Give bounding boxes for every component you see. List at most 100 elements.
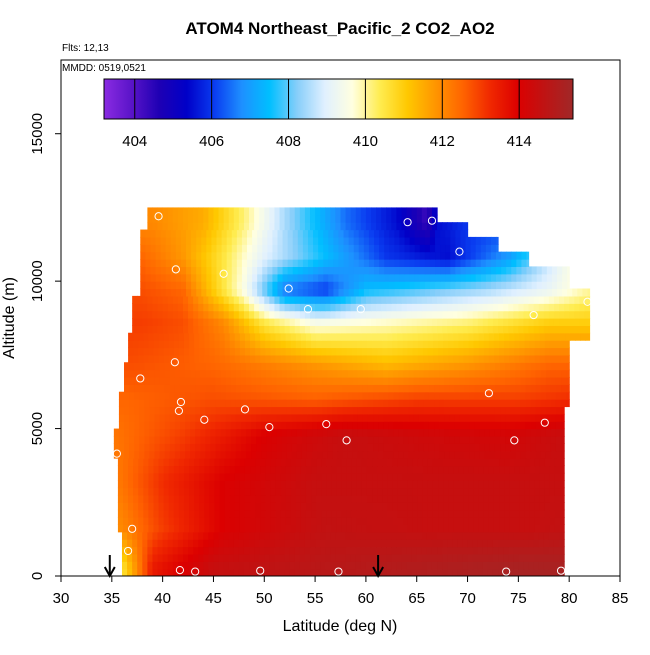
heatmap-cell: [230, 376, 237, 385]
heatmap-cell: [520, 428, 527, 437]
heatmap-cell: [269, 553, 276, 562]
heatmap-cell: [539, 524, 546, 533]
heatmap-cell: [545, 428, 552, 437]
heatmap-cell: [501, 281, 507, 290]
heatmap-cell: [306, 428, 313, 437]
heatmap-cell: [133, 494, 139, 503]
heatmap-cell: [158, 494, 165, 503]
heatmap-cell: [257, 229, 263, 238]
heatmap-cell: [228, 568, 235, 576]
heatmap-cell: [553, 539, 560, 548]
heatmap-cell: [394, 229, 401, 238]
heatmap-cell: [295, 517, 302, 525]
heatmap-cell: [540, 428, 547, 437]
heatmap-cell: [260, 472, 266, 481]
heatmap-cell: [365, 568, 372, 576]
heatmap-cell: [295, 347, 302, 356]
heatmap-cell: [504, 524, 510, 533]
heatmap-cell: [402, 494, 409, 503]
heatmap-cell: [154, 413, 161, 422]
heatmap-cell: [488, 332, 495, 341]
heatmap-cell: [228, 310, 235, 319]
heatmap-cell: [540, 450, 547, 459]
heatmap-cell: [160, 273, 167, 282]
heatmap-cell: [525, 362, 532, 371]
heatmap-cell: [362, 435, 369, 444]
heatmap-cell: [510, 435, 516, 444]
heatmap-cell: [292, 244, 299, 253]
heatmap-cell: [343, 236, 350, 245]
heatmap-cell: [129, 413, 135, 422]
heatmap-cell: [411, 531, 418, 540]
heatmap-cell: [372, 487, 378, 496]
heatmap-cell: [302, 251, 309, 260]
heatmap-cell: [396, 318, 403, 326]
heatmap-cell: [243, 214, 250, 223]
heatmap-cell: [323, 288, 329, 297]
heatmap-cell: [418, 384, 425, 393]
heatmap-cell: [561, 443, 565, 452]
heatmap-cell: [370, 303, 377, 312]
heatmap-cell: [177, 222, 184, 231]
x-tick-label: 60: [358, 590, 375, 607]
heatmap-cell: [560, 354, 566, 363]
heatmap-cell: [302, 259, 309, 267]
heatmap-cell: [484, 376, 491, 385]
heatmap-cell: [234, 509, 241, 518]
heatmap-cell: [346, 347, 353, 356]
heatmap-cell: [198, 222, 204, 231]
heatmap-cell: [259, 303, 265, 312]
heatmap-cell: [266, 391, 272, 400]
heatmap-cell: [555, 450, 562, 459]
heatmap-cell: [398, 406, 405, 415]
heatmap-cell: [341, 354, 348, 363]
heatmap-cell: [484, 369, 491, 378]
heatmap-cell: [205, 391, 211, 400]
heatmap-cell: [421, 568, 428, 576]
heatmap-cell: [330, 207, 337, 216]
heatmap-cell: [149, 391, 156, 400]
heatmap-cell: [501, 251, 507, 260]
heatmap-cell: [177, 295, 184, 304]
heatmap-cell: [353, 288, 360, 297]
heatmap-cell: [261, 435, 267, 444]
heatmap-cell: [351, 509, 358, 518]
heatmap-cell: [396, 539, 403, 548]
heatmap-cell: [148, 347, 155, 356]
heatmap-cell: [128, 509, 134, 518]
heatmap-cell: [158, 340, 165, 349]
heatmap-cell: [228, 214, 235, 223]
heatmap-cell: [163, 524, 170, 533]
heatmap-cell: [291, 421, 298, 430]
heatmap-cell: [311, 332, 317, 341]
heatmap-cell: [422, 494, 429, 503]
heatmap-cell: [356, 509, 363, 518]
heatmap-cell: [311, 472, 317, 481]
heatmap-cell: [274, 531, 281, 540]
heatmap-cell: [468, 465, 475, 474]
heatmap-cell: [310, 531, 316, 540]
heatmap-cell: [290, 472, 297, 481]
heatmap-cell: [281, 443, 288, 452]
heatmap-cell: [560, 487, 565, 496]
heatmap-cell: [455, 236, 462, 245]
heatmap-cell: [538, 561, 545, 570]
heatmap-cell: [157, 295, 164, 304]
heatmap-cell: [372, 340, 378, 349]
heatmap-cell: [365, 531, 372, 540]
heatmap-cell: [178, 524, 185, 533]
heatmap-cell: [518, 295, 525, 304]
heatmap-cell: [259, 222, 265, 231]
heatmap-cell: [524, 332, 531, 341]
heatmap-cell: [383, 443, 389, 452]
heatmap-cell: [460, 251, 467, 260]
heatmap-cell: [450, 273, 456, 282]
heatmap-cell: [468, 502, 475, 511]
heatmap-cell: [469, 443, 476, 452]
heatmap-cell: [182, 295, 189, 304]
heatmap-cell: [173, 494, 180, 503]
heatmap-cell: [145, 266, 152, 275]
heatmap-cell: [236, 288, 243, 297]
heatmap-cell: [266, 428, 272, 437]
heatmap-cell: [384, 273, 390, 282]
